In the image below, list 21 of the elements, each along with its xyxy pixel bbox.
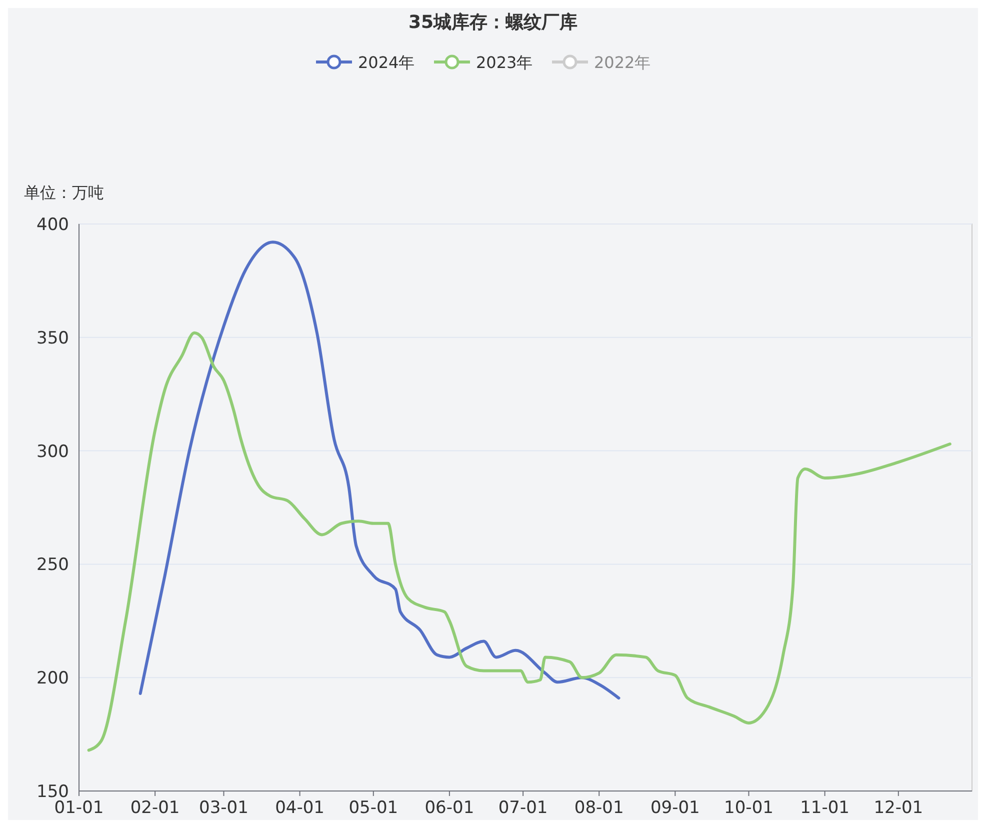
y-axis-title: 单位：万吨	[24, 183, 104, 202]
x-tick-label: 12-01	[874, 798, 924, 818]
x-tick-label: 05-01	[348, 798, 398, 818]
y-tick-label: 350	[36, 328, 69, 348]
legend-label: 2024年	[358, 53, 415, 72]
x-tick-label: 02-01	[130, 798, 180, 818]
y-tick-label: 200	[36, 668, 69, 689]
x-tick-label: 09-01	[650, 798, 700, 818]
chart-title: 35城库存：螺纹厂库	[408, 12, 578, 33]
x-tick-label: 08-01	[574, 798, 624, 818]
y-tick-label: 250	[36, 555, 69, 576]
x-tick-label: 07-01	[498, 798, 548, 818]
x-tick-label: 04-01	[275, 798, 324, 818]
x-tick-label: 03-01	[199, 798, 248, 818]
x-tick-label: 06-01	[424, 798, 474, 818]
y-tick-label: 400	[36, 215, 69, 235]
x-tick-label: 10-01	[724, 798, 774, 818]
legend-label: 2023年	[476, 53, 533, 72]
y-tick-label: 300	[36, 442, 69, 462]
x-tick-label: 11-01	[800, 798, 850, 818]
legend-label: 2022年	[594, 53, 651, 72]
